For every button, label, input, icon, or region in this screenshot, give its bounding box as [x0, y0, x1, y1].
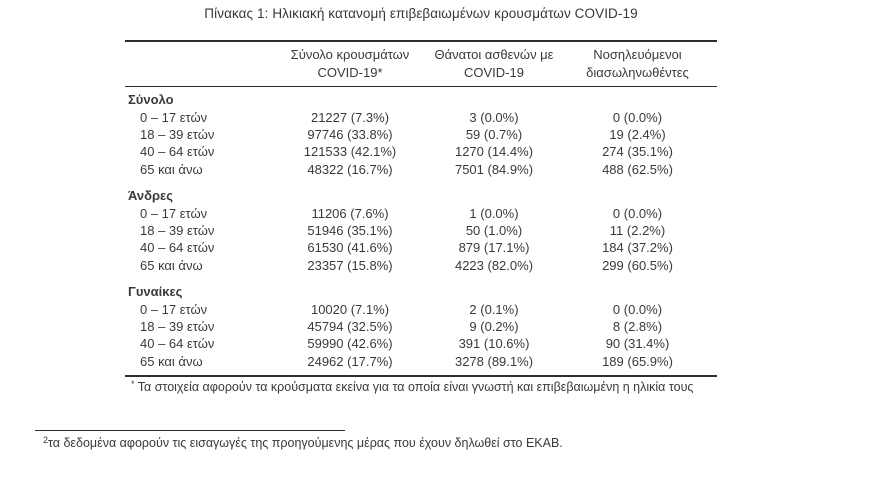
age-label-cell: 0 – 17 ετών	[140, 109, 208, 125]
age-label-cell: 40 – 64 ετών	[140, 240, 215, 256]
table-row: 65 και άνω 48322 (16.7%) 7501 (84.9%) 488 (…	[125, 161, 717, 178]
intubated-cell: 488 (62.5%)	[602, 161, 673, 177]
intubated-cell: 0 (0.0%)	[612, 205, 663, 221]
age-label-cell: 40 – 64 ετών	[140, 144, 215, 160]
deaths-cell: 50 (1.0%)	[465, 222, 523, 238]
table-footnote-text: Τα στοιχεία αφορούν τα κρούσματα εκείνα …	[137, 380, 694, 395]
intubated-cell: 0 (0.0%)	[612, 109, 663, 125]
section-header-row: Γυναίκες	[125, 274, 717, 300]
section-label: Άνδρες	[128, 188, 173, 204]
table-row: 40 – 64 ετών 59990 (42.6%) 391 (10.6%) 90 (…	[125, 335, 717, 352]
table-title: Πίνακας 1: Ηλικιακή κατανομή επιβεβαιωμέ…	[204, 6, 638, 21]
intubated-cell: 189 (65.9%)	[602, 353, 673, 369]
intubated-cell: 184 (37.2%)	[602, 240, 673, 256]
age-label-cell: 18 – 39 ετών	[140, 222, 215, 238]
cases-cell: 59990 (42.6%)	[307, 336, 393, 352]
deaths-cell: 9 (0.2%)	[469, 318, 519, 334]
cases-cell: 23357 (15.8%)	[307, 257, 393, 273]
table-row: 0 – 17 ετών 11206 (7.6%) 1 (0.0%) 0 (0.0%)	[125, 205, 717, 222]
table-footnote-marker: *	[131, 379, 135, 390]
header-deaths-line2: COVID-19	[464, 64, 524, 80]
section-header-row: Σύνολο	[125, 87, 717, 109]
cases-cell: 11206 (7.6%)	[311, 205, 389, 221]
deaths-cell: 3278 (89.1%)	[454, 353, 534, 369]
footnote-separator-line	[35, 430, 345, 431]
deaths-cell: 1 (0.0%)	[469, 205, 519, 221]
age-label-cell: 0 – 17 ετών	[140, 205, 208, 221]
cases-cell: 48322 (16.7%)	[307, 161, 393, 177]
table-row: 40 – 64 ετών 121533 (42.1%) 1270 (14.4%) 27…	[125, 143, 717, 160]
intubated-cell: 8 (2.8%)	[612, 318, 663, 334]
intubated-cell: 11 (2.2%)	[609, 222, 666, 238]
age-label-cell: 65 και άνω	[140, 353, 203, 369]
cases-cell: 61530 (41.6%)	[307, 240, 393, 256]
deaths-cell: 2 (0.1%)	[469, 301, 519, 317]
cases-cell: 24962 (17.7%)	[307, 353, 393, 369]
section-header-row: Άνδρες	[125, 178, 717, 204]
age-label-cell: 65 και άνω	[140, 161, 203, 177]
header-total-cases: Σύνολο κρουσμάτων COVID-19*	[270, 41, 430, 88]
table-row: 65 και άνω 23357 (15.8%) 4223 (82.0%) 299 (…	[125, 257, 717, 274]
header-empty-cell	[125, 41, 270, 88]
intubated-cell: 19 (2.4%)	[609, 126, 666, 142]
deaths-cell: 4223 (82.0%)	[454, 257, 534, 273]
age-label-cell: 18 – 39 ετών	[140, 318, 215, 334]
table-row: 0 – 17 ετών 10020 (7.1%) 2 (0.1%) 0 (0.0%)	[125, 301, 717, 318]
deaths-cell: 879 (17.1%)	[458, 240, 530, 256]
intubated-cell: 90 (31.4%)	[605, 336, 670, 352]
header-intubated-line1: Νοσηλευόμενοι	[593, 47, 682, 62]
header-total-cases-line2: COVID-19*	[317, 64, 383, 80]
header-total-cases-line1: Σύνολο κρουσμάτων	[290, 47, 410, 62]
deaths-cell: 1270 (14.4%)	[454, 144, 534, 160]
table-row: 40 – 64 ετών 61530 (41.6%) 879 (17.1%) 184 …	[125, 239, 717, 256]
age-label-cell: 18 – 39 ετών	[140, 126, 215, 142]
cases-cell: 121533 (42.1%)	[303, 144, 397, 160]
deaths-cell: 3 (0.0%)	[469, 109, 519, 125]
covid-age-table-container: Σύνολο κρουσμάτων COVID-19* Θάνατοι ασθε…	[125, 40, 717, 394]
header-row: Σύνολο κρουσμάτων COVID-19* Θάνατοι ασθε…	[125, 41, 717, 88]
intubated-cell: 274 (35.1%)	[602, 144, 673, 160]
age-label-cell: 0 – 17 ετών	[140, 301, 208, 317]
age-label-cell: 40 – 64 ετών	[140, 336, 215, 352]
header-intubated-line2: διασωληνωθέντες	[586, 64, 689, 80]
page-footnote: 2τα δεδομένα αφορούν τις εισαγωγές της π…	[43, 435, 563, 450]
table-row: 18 – 39 ετών 45794 (32.5%) 9 (0.2%) 8 (2.8%…	[125, 318, 717, 335]
table-row: 65 και άνω 24962 (17.7%) 3278 (89.1%) 189 (…	[125, 353, 717, 376]
cases-cell: 45794 (32.5%)	[307, 318, 393, 334]
header-intubated: Νοσηλευόμενοι διασωληνωθέντες	[558, 41, 717, 88]
header-deaths: Θάνατοι ασθενών με COVID-19	[430, 41, 558, 88]
table-row: 18 – 39 ετών 51946 (35.1%) 50 (1.0%) 11 (2.…	[125, 222, 717, 239]
table-body: Σύνολο 0 – 17 ετών 21227 (7.3%) 3 (0.0%) 0 (…	[125, 87, 717, 377]
page-footnote-marker: 2	[43, 435, 49, 445]
covid-age-table: Σύνολο κρουσμάτων COVID-19* Θάνατοι ασθε…	[125, 40, 717, 378]
deaths-cell: 7501 (84.9%)	[454, 161, 534, 177]
table-footnote: * Τα στοιχεία αφορούν τα κρούσματα εκείν…	[125, 379, 717, 395]
table-row: 0 – 17 ετών 21227 (7.3%) 3 (0.0%) 0 (0.0%)	[125, 109, 717, 126]
page-footnote-text: τα δεδομένα αφορούν τις εισαγωγές της πρ…	[48, 436, 563, 450]
deaths-cell: 59 (0.7%)	[465, 126, 523, 142]
deaths-cell: 391 (10.6%)	[458, 336, 530, 352]
cases-cell: 51946 (35.1%)	[307, 222, 393, 238]
section-label: Σύνολο	[128, 92, 174, 108]
intubated-cell: 0 (0.0%)	[612, 301, 663, 317]
cases-cell: 97746 (33.8%)	[307, 126, 393, 142]
intubated-cell: 299 (60.5%)	[602, 257, 673, 273]
table-row: 18 – 39 ετών 97746 (33.8%) 59 (0.7%) 19 (2.…	[125, 126, 717, 143]
header-deaths-line1: Θάνατοι ασθενών με	[434, 47, 554, 62]
section-label: Γυναίκες	[128, 284, 183, 300]
cases-cell: 21227 (7.3%)	[310, 109, 390, 125]
age-label-cell: 65 και άνω	[140, 257, 203, 273]
cases-cell: 10020 (7.1%)	[310, 301, 390, 317]
